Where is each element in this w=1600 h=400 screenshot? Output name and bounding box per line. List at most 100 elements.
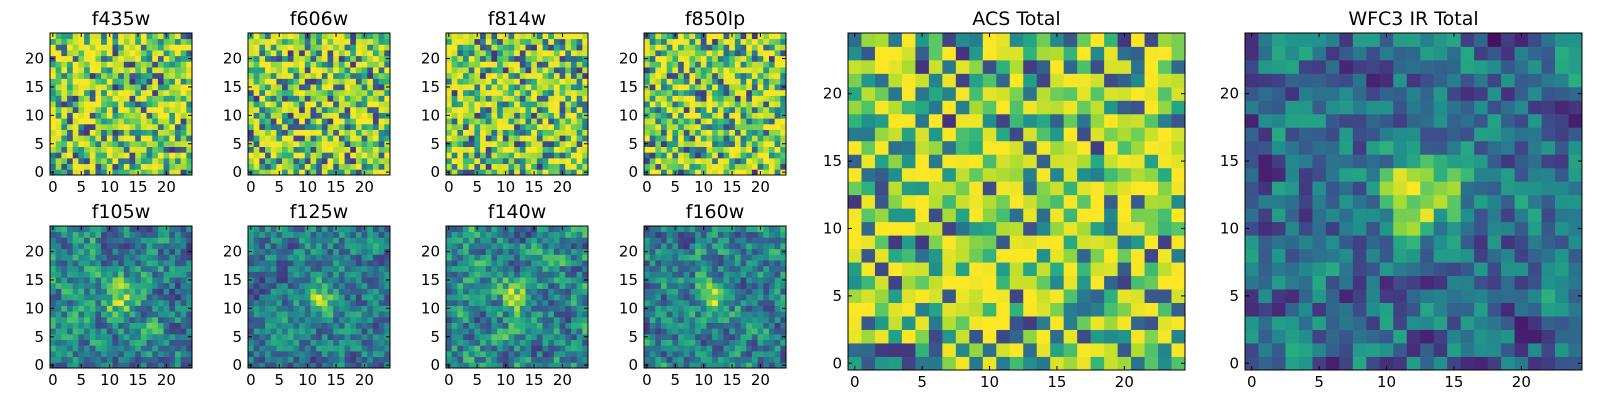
heatmap-cell — [542, 112, 549, 119]
y-tick-label: 20 — [25, 243, 44, 261]
heatmap-cell — [321, 271, 328, 278]
heatmap-cell — [350, 271, 357, 278]
heatmap-cell — [276, 265, 283, 272]
heatmap-cell — [61, 95, 68, 102]
heatmap-cell — [84, 248, 91, 255]
heatmap-cell — [169, 328, 176, 335]
heatmap-cell — [672, 38, 679, 45]
heatmap-cell — [140, 157, 147, 165]
heatmap-cell — [649, 89, 656, 96]
heatmap-cell — [55, 135, 62, 142]
heatmap-cell — [344, 135, 351, 142]
heatmap-cell — [163, 243, 170, 250]
heatmap-cell — [333, 89, 340, 96]
heatmap-cell — [497, 101, 504, 108]
heatmap-cell — [706, 72, 713, 79]
heatmap-cell — [282, 265, 289, 272]
heatmap-cell — [689, 350, 696, 358]
heatmap-cell — [768, 339, 776, 346]
heatmap-cell — [316, 89, 323, 96]
heatmap-cell — [135, 277, 142, 284]
y-tick-label: 15 — [421, 271, 440, 289]
heatmap-cell — [531, 316, 538, 323]
heatmap-cell — [740, 44, 747, 51]
heatmap-cell — [321, 95, 328, 102]
heatmap-cell — [259, 89, 266, 96]
heatmap-cell — [542, 311, 549, 318]
heatmap-cell — [565, 345, 572, 352]
heatmap-cell — [180, 243, 187, 250]
heatmap-cell — [350, 260, 357, 267]
heatmap-cell — [55, 345, 62, 352]
heatmap-cell — [734, 294, 741, 301]
heatmap-cell — [129, 33, 136, 40]
heatmap-cell — [502, 44, 509, 51]
heatmap-cell — [259, 305, 266, 312]
heatmap-cell — [95, 254, 102, 261]
heatmap-cell — [174, 226, 182, 233]
heatmap-cell — [746, 299, 753, 306]
heatmap-cell — [644, 157, 651, 165]
heatmap-cell — [304, 271, 311, 278]
heatmap-cell — [757, 328, 764, 335]
heatmap-cell — [355, 157, 362, 165]
heatmap-cell — [310, 118, 317, 125]
heatmap-cell — [553, 55, 560, 62]
heatmap-cell — [163, 112, 170, 119]
heatmap-cell — [152, 333, 159, 340]
heatmap-cell — [282, 106, 289, 113]
heatmap-cell — [712, 339, 719, 346]
heatmap-cell — [712, 333, 719, 340]
heatmap-cell — [491, 248, 498, 255]
heatmap-cell — [338, 243, 345, 250]
heatmap-cell — [361, 237, 368, 244]
heatmap-cell — [542, 305, 549, 312]
heatmap-cell — [531, 339, 538, 346]
heatmap-cell — [655, 72, 662, 79]
heatmap-cell — [55, 288, 62, 295]
heatmap-cell — [780, 61, 787, 68]
heatmap-cell — [514, 163, 521, 170]
y-tick-label: 10 — [619, 106, 638, 124]
heatmap-cell — [678, 311, 685, 318]
heatmap-cell — [491, 106, 498, 113]
heatmap-cell — [700, 84, 707, 91]
heatmap-cell — [683, 345, 690, 352]
heatmap-cell — [276, 95, 283, 102]
heatmap-cell — [384, 50, 391, 57]
heatmap-cell — [338, 50, 345, 57]
heatmap-cell — [497, 169, 504, 176]
heatmap-cell — [751, 112, 758, 119]
heatmap-cell — [84, 265, 91, 272]
heatmap-cell — [576, 248, 583, 255]
heatmap-cell — [661, 339, 668, 346]
heatmap-cell — [683, 328, 690, 335]
heatmap-cell — [72, 140, 79, 147]
heatmap-cell — [248, 135, 255, 142]
heatmap-cell — [717, 362, 724, 369]
heatmap-cell — [163, 237, 170, 244]
heatmap-cell — [536, 328, 543, 335]
heatmap-cell — [378, 146, 385, 153]
heatmap-cell — [378, 50, 385, 57]
heatmap-cell — [112, 78, 119, 85]
panel-title: f105w — [92, 201, 151, 223]
heatmap-cell — [67, 339, 74, 346]
heatmap-cell — [548, 322, 555, 329]
heatmap-cell — [683, 72, 690, 79]
heatmap-cell — [157, 339, 164, 346]
heatmap-cell — [457, 129, 464, 136]
heatmap-cell — [774, 328, 781, 335]
heatmap-cell — [152, 356, 159, 363]
heatmap-cell — [123, 169, 130, 176]
heatmap-cell — [474, 231, 481, 238]
heatmap-cell — [78, 78, 85, 85]
heatmap-cell — [95, 135, 102, 142]
heatmap-cell — [106, 38, 113, 45]
heatmap-cell — [768, 316, 776, 323]
heatmap-cell — [763, 152, 770, 159]
heatmap-cell — [299, 112, 306, 119]
heatmap-cell — [140, 260, 147, 267]
heatmap-cell — [763, 288, 770, 295]
heatmap-cell — [497, 118, 504, 125]
